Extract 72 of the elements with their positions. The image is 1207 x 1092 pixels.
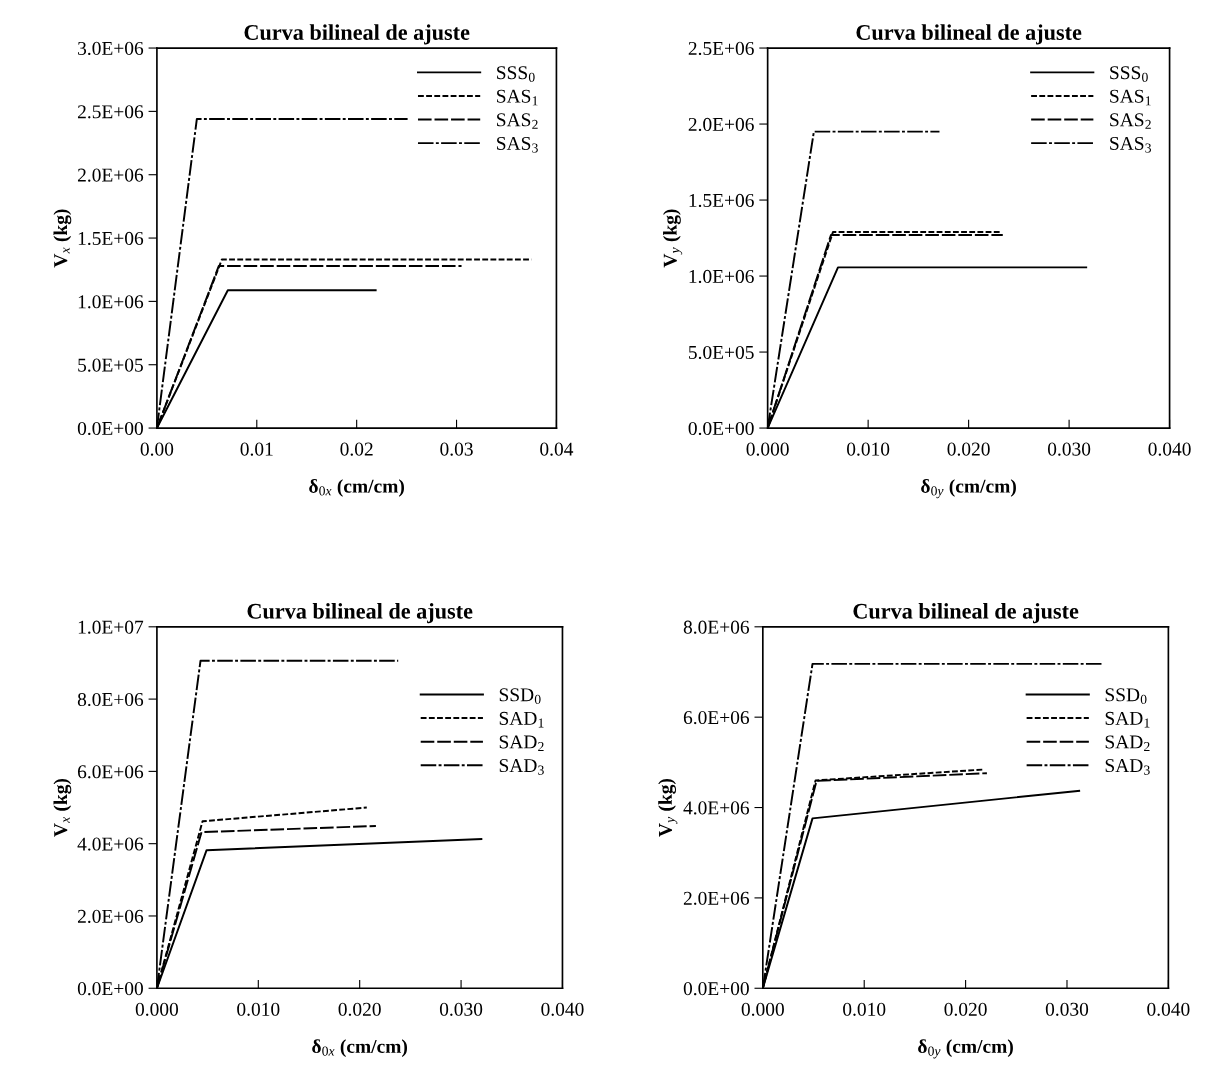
- x-tick-label: 0.010: [843, 1002, 886, 1016]
- y-tick-label: 5.0E+05: [689, 345, 754, 360]
- y-axis-title: V$_{x}$ (kg): [53, 778, 72, 837]
- chart-title: Curva bilineal de ajuste: [247, 603, 473, 624]
- legend-label: SSD$_{0}$: [1105, 688, 1147, 704]
- y-tick-label: 2.0E+06: [77, 909, 144, 923]
- y-axis-title: V$_{y}$ (kg): [663, 209, 683, 268]
- x-axis-title: δ$_{0y}$ (cm/cm): [921, 479, 1016, 499]
- y-tick-label: 5.0E+05: [78, 358, 143, 372]
- x-tick-label: 0.000: [746, 442, 789, 456]
- x-tick-label: 0.040: [1148, 442, 1191, 456]
- y-tick-label: 1.5E+06: [689, 193, 754, 208]
- y-tick-label: 1.5E+06: [78, 231, 144, 246]
- x-tick-label: 0.04: [540, 442, 574, 456]
- y-tick-label: 4.0E+06: [77, 837, 144, 851]
- legend-label: SAS$_{1}$: [1110, 89, 1151, 106]
- chart-title: Curva bilineal de ajuste: [853, 603, 1079, 624]
- x-tick-label: 0.010: [237, 1002, 280, 1016]
- x-axis-title: δ$_{0y}$ (cm/cm): [918, 1039, 1013, 1059]
- legend-label: SAD$_{1}$: [1105, 711, 1150, 728]
- y-axis-title: V$_{y}$ (kg): [658, 778, 678, 837]
- y-tick-label: 3.0E+06: [78, 41, 144, 56]
- x-axis-title: δ$_{0x}$ (cm/cm): [309, 479, 404, 497]
- legend-label: SAD$_{3}$: [1105, 759, 1150, 775]
- legend-label: SAD$_{2}$: [499, 735, 544, 751]
- legend-label: SAD$_{1}$: [499, 711, 544, 728]
- x-axis-title: δ$_{0x}$ (cm/cm): [312, 1039, 408, 1057]
- legend-label: SSS$_{0}$: [1110, 66, 1148, 82]
- x-tick-label: 0.030: [1047, 442, 1091, 456]
- legend-label: SAS$_{1}$: [497, 89, 538, 106]
- chart-title: Curva bilineal de ajuste: [856, 24, 1082, 45]
- y-tick-label: 1.0E+06: [689, 269, 754, 284]
- legend-label: SAS$_{2}$: [497, 113, 538, 129]
- y-tick-label: 8.0E+06: [683, 620, 750, 634]
- chart-title: Curva bilineal de ajuste: [244, 24, 470, 45]
- legend-label: SAS$_{3}$: [1110, 136, 1152, 153]
- legend-label: SAS$_{3}$: [497, 136, 538, 153]
- legend-label: SAD$_{3}$: [499, 759, 544, 775]
- y-tick-label: 2.0E+06: [683, 891, 750, 905]
- y-axis-title: V$_{x}$ (kg): [53, 209, 72, 268]
- x-tick-label: 0.03: [440, 442, 473, 456]
- y-tick-label: 0.0E+00: [683, 982, 749, 996]
- legend-label: SAD$_{2}$: [1105, 735, 1150, 751]
- x-tick-label: 0.030: [1045, 1002, 1089, 1016]
- x-tick-label: 0.010: [847, 442, 890, 456]
- y-tick-label: 8.0E+06: [77, 692, 144, 707]
- x-tick-label: 0.020: [947, 442, 990, 456]
- x-tick-label: 0.020: [944, 1002, 987, 1016]
- y-tick-label: 6.0E+06: [683, 710, 750, 725]
- y-tick-label: 6.0E+06: [77, 765, 144, 779]
- x-tick-label: 0.030: [439, 1002, 483, 1016]
- y-tick-label: 2.0E+06: [688, 117, 754, 132]
- legend-label: SAS$_{2}$: [1110, 113, 1151, 129]
- y-tick-label: 0.0E+00: [688, 421, 754, 436]
- x-tick-label: 0.000: [741, 1002, 784, 1016]
- x-tick-label: 0.000: [135, 1002, 179, 1016]
- y-tick-label: 4.0E+06: [683, 801, 750, 815]
- x-tick-label: 0.02: [340, 442, 373, 456]
- y-tick-label: 0.0E+00: [77, 421, 143, 436]
- y-tick-label: 0.0E+00: [77, 982, 143, 996]
- y-tick-label: 2.5E+06: [77, 105, 144, 119]
- y-tick-label: 1.0E+06: [78, 295, 144, 309]
- x-tick-label: 0.00: [140, 442, 174, 456]
- y-tick-label: 1.0E+07: [78, 620, 144, 634]
- y-tick-label: 2.0E+06: [77, 168, 144, 182]
- x-tick-label: 0.01: [240, 442, 273, 456]
- y-tick-label: 2.5E+06: [688, 41, 754, 56]
- legend-label: SSS$_{0}$: [497, 66, 535, 82]
- x-tick-label: 0.040: [1147, 1002, 1190, 1016]
- x-tick-label: 0.040: [541, 1002, 584, 1016]
- x-tick-label: 0.020: [338, 1002, 381, 1016]
- legend-label: SSD$_{0}$: [499, 688, 541, 704]
